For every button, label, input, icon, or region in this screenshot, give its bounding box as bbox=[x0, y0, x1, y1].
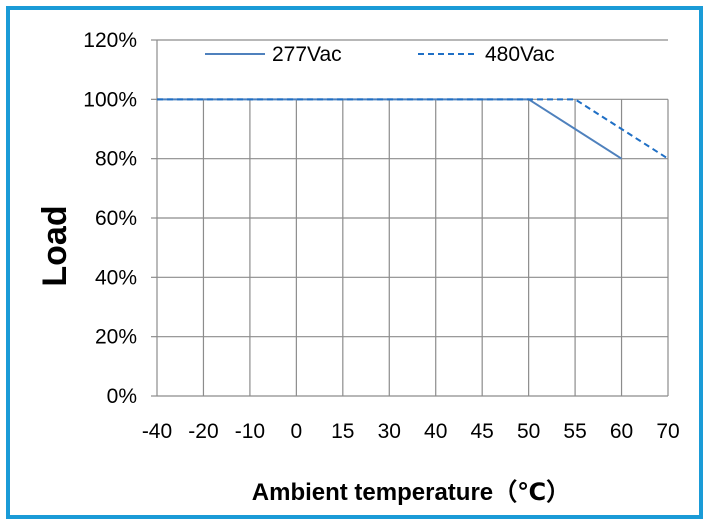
x-tick-label: 15 bbox=[331, 420, 354, 443]
x-tick-label: 40 bbox=[424, 420, 447, 443]
x-tick-label: 0 bbox=[291, 420, 303, 443]
y-tick-label: 20% bbox=[95, 326, 137, 349]
x-tick-label: -40 bbox=[142, 420, 172, 443]
x-tick-label: 70 bbox=[656, 420, 679, 443]
y-axis-label: Load bbox=[36, 205, 74, 286]
legend-label-277vac: 277Vac bbox=[272, 43, 342, 66]
y-tick-label: 120% bbox=[83, 29, 137, 52]
y-tick-label: 80% bbox=[95, 148, 137, 171]
y-tick-label: 60% bbox=[95, 207, 137, 230]
x-axis-label: Ambient temperature（℃） bbox=[252, 479, 570, 506]
legend-label-480vac: 480Vac bbox=[485, 43, 555, 66]
x-tick-label: 50 bbox=[517, 420, 540, 443]
x-tick-label: 55 bbox=[563, 420, 586, 443]
series-line-480vac bbox=[157, 98, 669, 160]
chart-frame bbox=[6, 6, 703, 519]
y-tick-label: 100% bbox=[83, 88, 137, 111]
x-tick-label: 60 bbox=[610, 420, 633, 443]
y-tick-label: 0% bbox=[107, 385, 137, 408]
x-tick-label: 45 bbox=[471, 420, 494, 443]
x-tick-label: -20 bbox=[188, 420, 218, 443]
y-tick-label: 40% bbox=[95, 266, 137, 289]
x-tick-label: -10 bbox=[235, 420, 265, 443]
x-tick-label: 30 bbox=[378, 420, 401, 443]
